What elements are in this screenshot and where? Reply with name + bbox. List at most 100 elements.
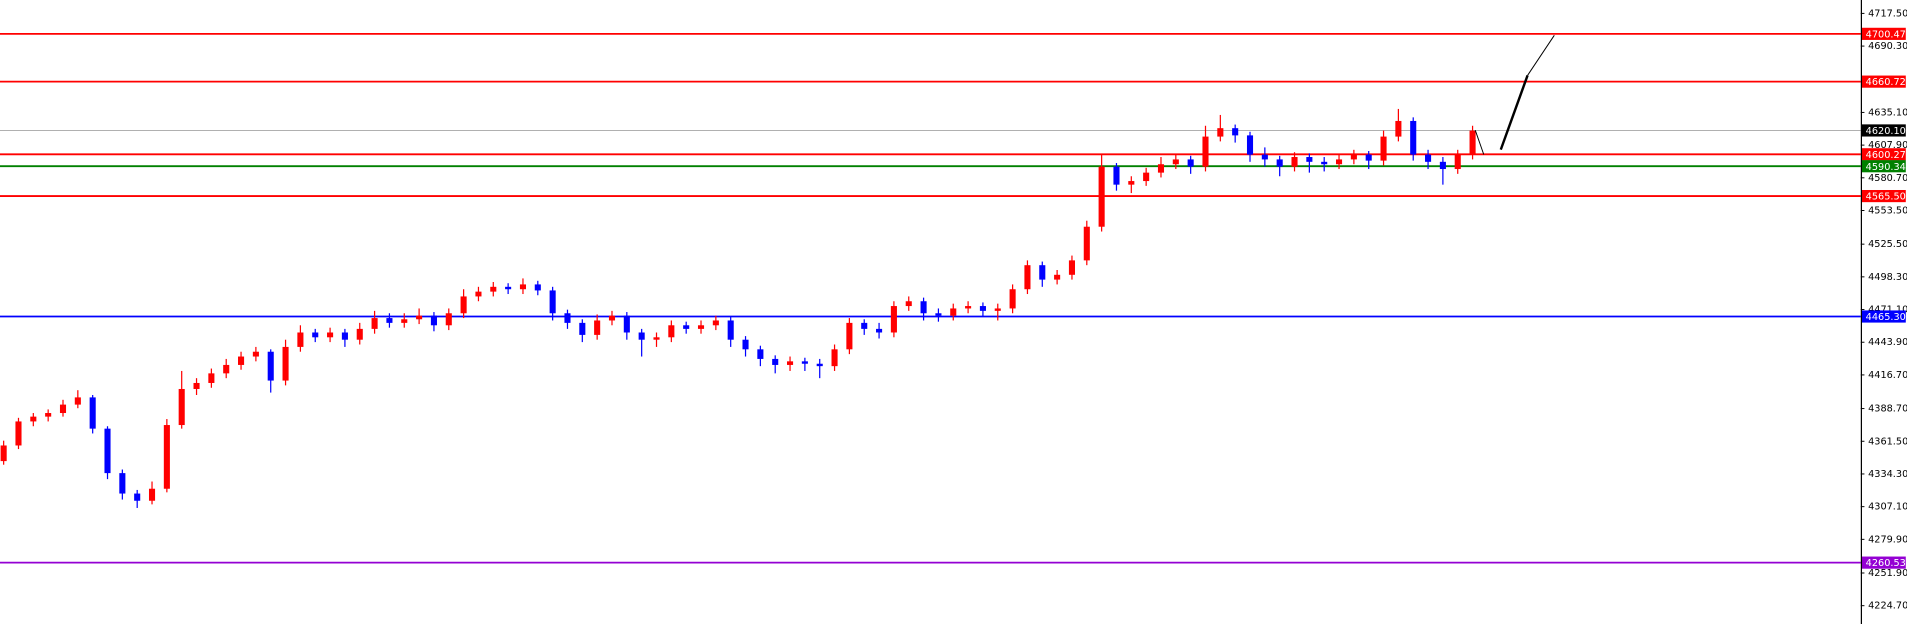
candle-body (668, 325, 675, 338)
price-level-label: 4565.50 (1866, 192, 1906, 203)
candle-body (579, 322, 586, 335)
candle-body (1232, 128, 1239, 136)
candle-body (297, 332, 304, 347)
candle-body (104, 428, 111, 474)
candle-body (519, 284, 527, 290)
candle-body (1157, 164, 1165, 173)
candle-body (979, 306, 986, 311)
y-tick-label: 4553.50 (1868, 205, 1907, 216)
y-tick-label: 4471.10 (1868, 305, 1907, 316)
price-level-box (1862, 189, 1906, 203)
candle-body (401, 319, 408, 323)
candle-body (148, 488, 156, 501)
candle-body (30, 416, 37, 422)
y-tick-label: 4416.70 (1868, 370, 1907, 381)
candles (0, 108, 1476, 508)
candle-body (59, 404, 67, 414)
price-level-box (1862, 310, 1906, 323)
candle-body (0, 445, 7, 462)
candle-body (1350, 154, 1357, 160)
candle-body (74, 397, 81, 405)
candle-body (1395, 120, 1402, 137)
price-level-label: 4465.30 (1866, 312, 1906, 323)
y-tick-label: 4279.90 (1868, 534, 1907, 545)
candle-body (1039, 265, 1046, 280)
candle-body (1009, 289, 1016, 309)
candle-body (445, 313, 452, 326)
price-level-box (1862, 160, 1906, 173)
candle-body (475, 291, 482, 297)
candle-body (831, 349, 838, 367)
candle-body (178, 388, 185, 426)
candle-body (742, 339, 749, 350)
y-tick-label: 4388.70 (1868, 404, 1907, 415)
candle-body (371, 318, 378, 329)
candle-body (430, 315, 437, 326)
candle-body (876, 328, 883, 333)
price-level-label: 4260.53 (1866, 558, 1906, 569)
candle-body (772, 358, 779, 365)
price-level-label: 4620.10 (1866, 126, 1906, 137)
candle-body (193, 382, 200, 389)
candle-body (89, 397, 96, 429)
candle-body (267, 351, 274, 381)
candle-body (935, 313, 942, 316)
y-tick-label: 4251.90 (1868, 568, 1907, 579)
candle-body (965, 306, 972, 309)
candle-body (45, 413, 52, 417)
y-tick-label: 4717.50 (1868, 8, 1907, 19)
y-tick-label: 4607.90 (1868, 140, 1907, 151)
candle-body (1128, 181, 1135, 185)
candle-body (223, 364, 230, 374)
candle-body (252, 351, 259, 357)
candle-body (950, 308, 957, 316)
candle-body (638, 332, 645, 340)
candle-body (846, 322, 853, 350)
forecast-arrows (1474, 35, 1555, 155)
y-tick-label: 4525.50 (1868, 239, 1907, 250)
candle-body (1098, 166, 1105, 227)
candle-body (905, 301, 912, 307)
price-lines (0, 32, 1861, 564)
price-level-box (1862, 75, 1906, 88)
candle-body (816, 363, 823, 367)
price-level-box (1862, 27, 1906, 40)
candle-body (356, 328, 363, 340)
candle-body (623, 315, 630, 333)
candle-body (416, 315, 423, 320)
candle-body (1217, 128, 1224, 137)
price-level-label: 4600.27 (1866, 150, 1906, 161)
candle-body (1291, 157, 1298, 167)
candle-body (1068, 260, 1075, 275)
candle-body (1365, 154, 1372, 161)
candle-body (534, 284, 541, 291)
candle-body (801, 361, 808, 364)
candle-body (1410, 120, 1417, 155)
arrow-line (1527, 35, 1555, 76)
candle-body (1276, 159, 1283, 167)
candle-body (549, 290, 556, 314)
candle-body (1202, 136, 1209, 167)
candle-body (386, 318, 393, 323)
candle-body (134, 493, 141, 501)
y-tick-label: 4307.10 (1868, 502, 1907, 513)
price-level-label: 4660.72 (1866, 77, 1906, 88)
candle-body (1261, 154, 1268, 160)
arrow-line (1499, 75, 1529, 151)
candle-body (1335, 159, 1343, 165)
candle-body (1454, 154, 1461, 170)
y-tick-label: 4498.30 (1868, 272, 1907, 283)
y-tick-label: 4361.50 (1868, 436, 1907, 447)
candle-body (1321, 161, 1328, 165)
candle-body (490, 286, 497, 292)
candle-body (1172, 159, 1179, 165)
candle-body (890, 306, 897, 333)
y-tick-label: 4690.30 (1868, 41, 1907, 52)
candle-body (1246, 135, 1254, 155)
price-level-box (1862, 148, 1906, 161)
candle-body (1380, 136, 1387, 161)
candle-body (727, 320, 734, 340)
candle-body (712, 320, 719, 326)
price-level-label: 4700.47 (1866, 29, 1906, 40)
